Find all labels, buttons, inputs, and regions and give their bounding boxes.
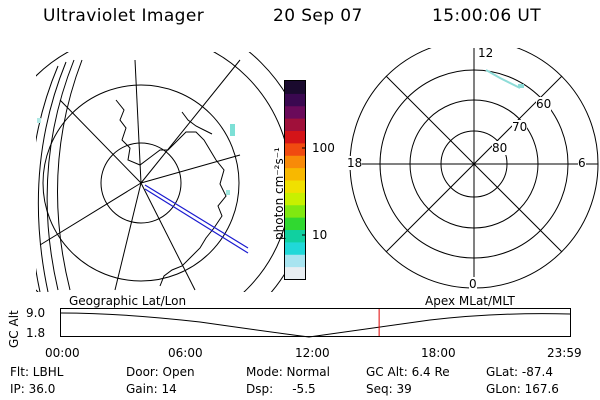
aurora-patch	[230, 124, 235, 136]
colorbar-unit-label: photon cm⁻²s⁻¹	[272, 147, 286, 240]
seq-readout: Seq: 39	[366, 382, 412, 396]
latitude-arc	[36, 65, 59, 292]
colorbar-swatch	[285, 130, 305, 144]
aurora-patch	[226, 190, 230, 195]
colorbar-swatch	[285, 241, 305, 255]
meridian-line	[114, 182, 142, 291]
mlt-label-noon: 12	[478, 46, 494, 60]
ip-readout: IP: 36.0	[10, 382, 56, 396]
geographic-map	[36, 52, 288, 292]
apex-panel-label: Apex MLat/MLT	[425, 294, 515, 308]
meridian-line	[39, 182, 142, 246]
colorbar	[284, 80, 306, 280]
colorbar-swatch	[285, 192, 305, 206]
time-tick: 00:00	[45, 346, 80, 360]
coastline	[181, 111, 213, 135]
latitude-arc	[37, 61, 67, 292]
colorbar-swatch	[285, 105, 305, 119]
colorbar-swatch	[285, 204, 305, 218]
colorbar-swatch	[285, 217, 305, 231]
meridian-line	[140, 154, 241, 184]
dsp-readout: Dsp: -5.5	[246, 382, 316, 396]
altitude-ymin: 1.8	[26, 326, 46, 340]
mode-readout: Mode: Normal	[246, 365, 330, 379]
glat-readout: GLat: -87.4	[486, 365, 553, 379]
geographic-panel-label: Geographic Lat/Lon	[69, 294, 187, 308]
latitude-arc	[57, 59, 83, 291]
aurora-patch	[518, 84, 524, 88]
lat-label-60: 60	[536, 97, 552, 111]
colorbar-swatch	[285, 229, 305, 243]
date-label: 20 Sep 07	[273, 6, 363, 26]
gain-readout: Gain: 14	[126, 382, 177, 396]
polar-plot	[349, 48, 599, 289]
meridian-line	[134, 59, 142, 184]
filter-readout: Flt: LBHL	[10, 365, 64, 379]
colorbar-swatch	[285, 93, 305, 107]
mlt-label-midnight: 0	[469, 277, 477, 291]
mlt-label-dusk: 18	[347, 156, 363, 170]
door-readout: Door: Open	[126, 365, 195, 379]
colorbar-tick-label: 100	[312, 141, 335, 155]
colorbar-swatch	[285, 155, 305, 169]
latitude-circle	[100, 142, 182, 224]
lat-label-80: 80	[492, 141, 508, 155]
time-tick: 12:00	[295, 346, 330, 360]
altitude-ylabel: GC Alt	[7, 310, 21, 348]
aurora-patch	[37, 118, 41, 123]
altitude-ymax: 9.0	[26, 306, 46, 320]
colorbar-swatch	[285, 142, 305, 156]
colorbar-swatch	[285, 180, 305, 193]
colorbar-swatch	[285, 266, 305, 280]
colorbar-swatch	[285, 167, 305, 181]
orbit-track	[144, 184, 249, 249]
instrument-title: Ultraviolet Imager	[43, 6, 205, 26]
time-tick: 18:00	[421, 346, 456, 360]
latitude-circle	[248, 52, 288, 292]
altitude-curve	[60, 312, 571, 338]
colorbar-swatch	[285, 81, 305, 94]
latitude-circle	[42, 84, 240, 282]
colorbar-swatch	[285, 118, 305, 132]
glon-readout: GLon: 167.6	[486, 382, 559, 396]
time-label: 15:00:06 UT	[432, 6, 541, 26]
latitude-arc	[46, 59, 75, 291]
colorbar-tick-label: 10	[312, 228, 328, 242]
colorbar-swatch	[285, 254, 305, 268]
aurora-patch	[485, 69, 521, 89]
mlt-label-dawn: 6	[578, 156, 586, 170]
meridian-line	[59, 99, 142, 184]
mlt-line	[385, 75, 563, 253]
lat-label-70: 70	[512, 120, 528, 134]
gc-alt-readout: GC Alt: 6.4 Re	[366, 365, 450, 379]
latitude-circle	[36, 52, 288, 292]
meridian-line	[140, 182, 196, 291]
time-tick: 23:59	[547, 346, 582, 360]
altitude-strip-chart	[60, 308, 571, 338]
time-tick: 06:00	[168, 346, 203, 360]
coastline	[115, 99, 227, 287]
orbit-track	[144, 188, 249, 254]
